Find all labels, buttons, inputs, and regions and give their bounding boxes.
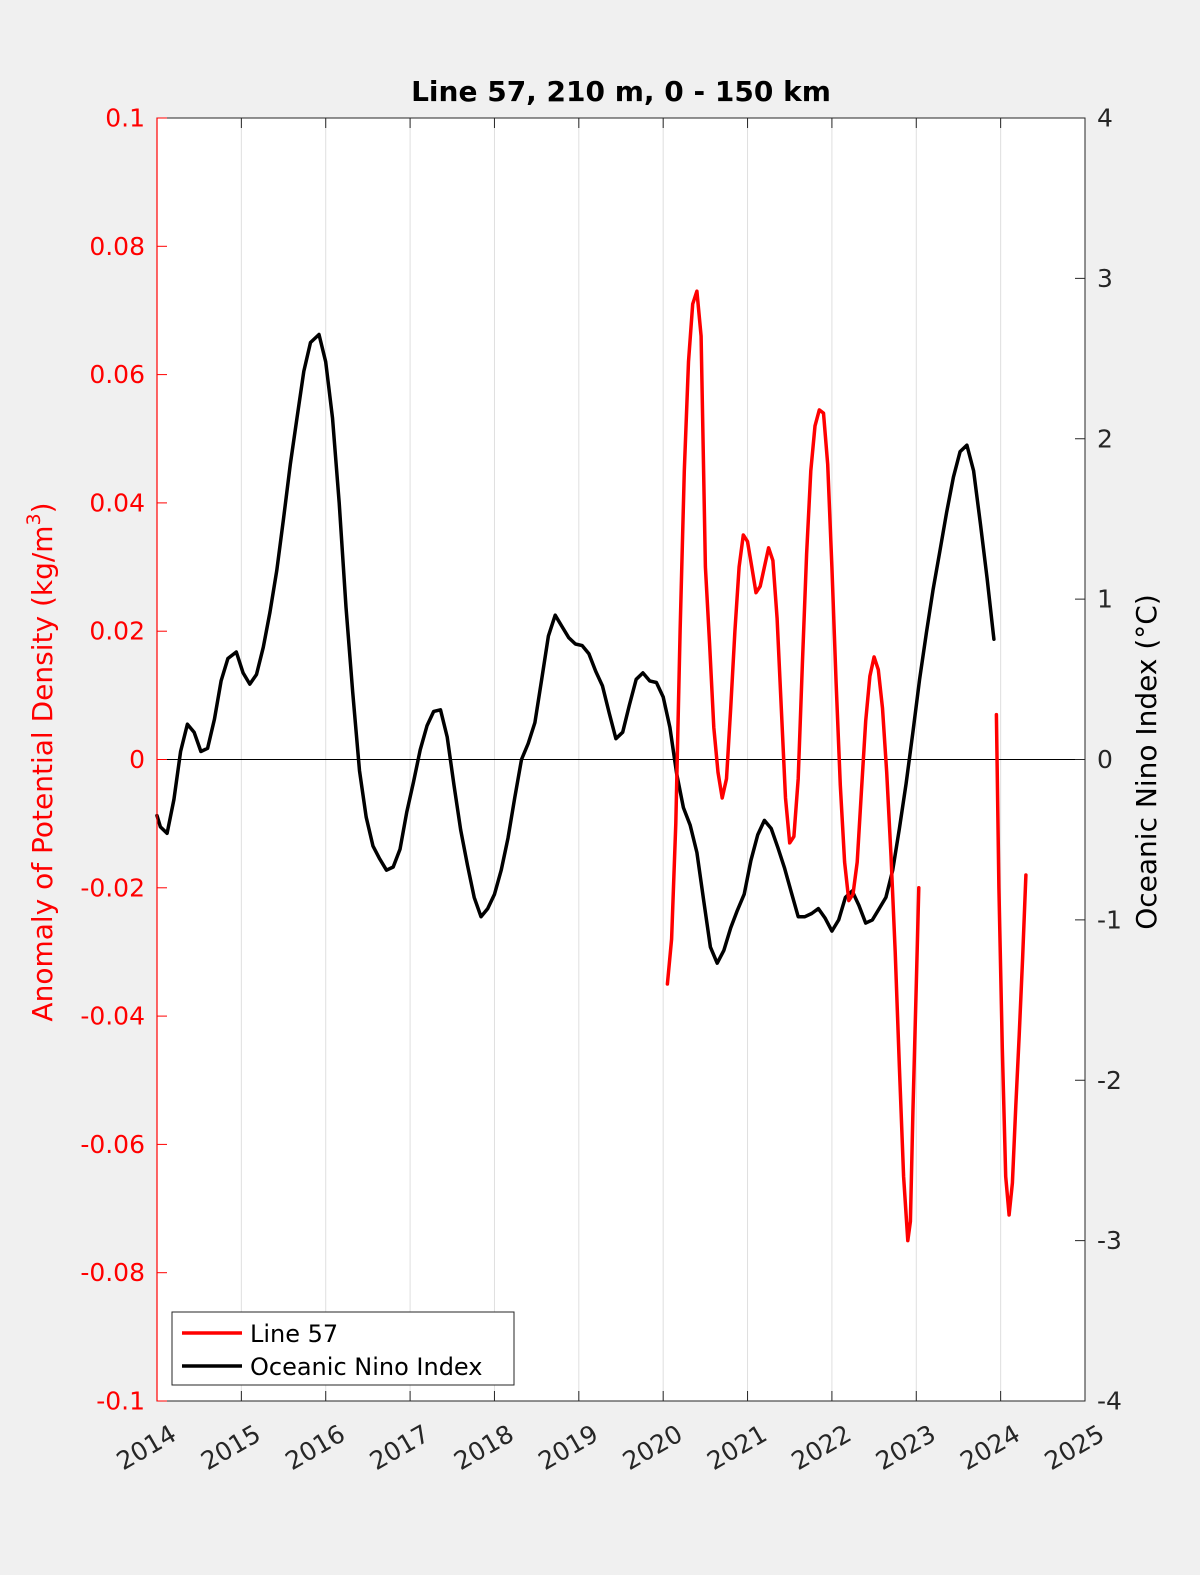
legend-box xyxy=(171,1311,515,1386)
y-left-tick-label: -0.1 xyxy=(96,1387,145,1416)
y-axis-left-label: Anomaly of Potential Density (kg/m3) xyxy=(23,502,59,1021)
y-axis-left-label-close: ) xyxy=(26,502,59,513)
y-left-tick-label: -0.02 xyxy=(80,873,145,902)
y-right-tick-label: 1 xyxy=(1097,585,1113,614)
y-right-tick-label: -3 xyxy=(1097,1226,1122,1255)
y-left-tick-label: 0 xyxy=(129,745,145,774)
y-left-tick-label: -0.06 xyxy=(80,1130,145,1159)
y-left-tick-label: 0.08 xyxy=(89,232,145,261)
y-axis-right-label: Oceanic Nino Index (°C) xyxy=(1130,594,1163,930)
series-layer xyxy=(155,289,1028,1243)
chart-title: Line 57, 210 m, 0 - 150 km xyxy=(411,75,831,108)
y-left-tick-label: -0.08 xyxy=(80,1258,145,1287)
series-line-57-line-segment-2 xyxy=(994,712,1028,1217)
y-right-tick-label: 2 xyxy=(1097,424,1113,453)
y-left-tick-label: -0.04 xyxy=(80,1002,145,1031)
y-right-tick-label: 3 xyxy=(1097,264,1113,293)
series-line-57-line-segment-1 xyxy=(665,289,921,1243)
y-right-tick-label: 4 xyxy=(1097,104,1113,133)
y-axis-left: 0.1 0.08 0.06 0.04 0.02 0 -0.02 -0.04 -0.06 -0.08… xyxy=(80,104,167,1416)
y-right-tick-label: -1 xyxy=(1097,905,1122,934)
y-axis-left-label-superscript: 3 xyxy=(23,513,45,525)
y-right-tick-label: -2 xyxy=(1097,1066,1122,1095)
legend: Line 57 Oceanic Nino Index xyxy=(171,1311,515,1386)
y-left-tick-label: 0.1 xyxy=(105,104,145,133)
legend-label-oni: Oceanic Nino Index xyxy=(250,1353,482,1381)
legend-label-line-57: Line 57 xyxy=(250,1320,338,1348)
y-right-tick-label: 0 xyxy=(1097,745,1113,774)
y-left-tick-label: 0.04 xyxy=(89,488,145,517)
series-oceanic-nino-index-line xyxy=(155,332,996,965)
y-right-tick-label: -4 xyxy=(1097,1387,1122,1416)
y-left-tick-label: 0.02 xyxy=(89,617,145,646)
y-axis-left-label-text: Anomaly of Potential Density (kg/m xyxy=(26,525,59,1021)
y-left-tick-label: 0.06 xyxy=(89,360,145,389)
y-axis-right: 4 3 2 1 0 -1 -2 -3 -4 xyxy=(1075,104,1122,1416)
